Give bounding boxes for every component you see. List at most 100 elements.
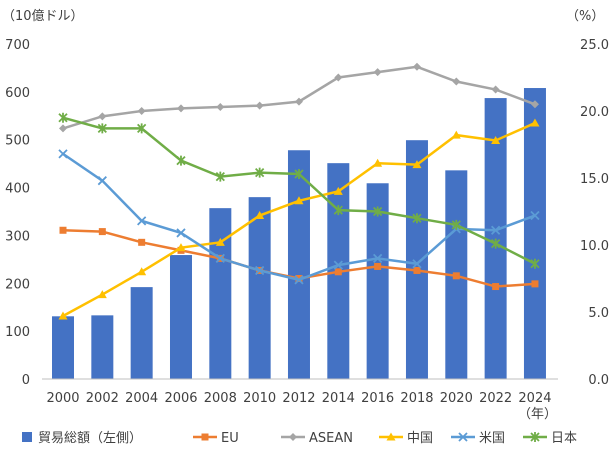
point-中国-2018: [412, 160, 422, 169]
x-tick-label: 2014: [322, 391, 355, 406]
x-tick-label: 2016: [361, 391, 394, 406]
legend-label-ASEAN: ASEAN: [309, 431, 353, 446]
point-EU-2016: [374, 262, 382, 270]
left-tick-label: 600: [5, 86, 30, 101]
point-ASEAN-2016: [373, 68, 382, 77]
legend: 貿易総額（左側） EU ASEAN 中国 米国 日本: [22, 431, 577, 446]
point-米国-2004: [137, 216, 147, 226]
legend-marker-ASEAN: [289, 433, 297, 441]
legend-label-日本: 日本: [551, 431, 577, 446]
point-中国-2002: [97, 290, 107, 299]
point-米国-2008: [215, 253, 225, 264]
left-tick-label: 0: [22, 373, 30, 388]
x-tick-label: 2022: [479, 391, 512, 406]
point-ASEAN-2000: [59, 124, 67, 133]
point-EU-2024: [531, 280, 539, 288]
x-tick-label: 2024: [518, 391, 551, 406]
point-日本-2022: [490, 238, 501, 249]
x-tick-label: 2018: [400, 391, 433, 406]
right-tick-label: 10.0: [580, 239, 609, 254]
point-EU-2002: [98, 228, 106, 236]
point-ASEAN-2012: [294, 97, 303, 106]
bar-2008: [209, 208, 232, 379]
point-中国-2012: [294, 196, 304, 205]
point-日本-2012: [294, 168, 304, 179]
point-中国-2004: [137, 267, 147, 276]
point-EU-2000: [59, 226, 67, 234]
point-日本-2016: [373, 206, 383, 217]
x-tick-label: 2004: [125, 391, 158, 406]
legend-swatch-bars: [22, 432, 32, 442]
bar-2002: [91, 315, 114, 379]
point-米国-2012: [294, 275, 304, 285]
point-日本-2006: [176, 155, 186, 166]
left-tick-label: 500: [5, 134, 30, 149]
point-米国-2014: [333, 260, 343, 270]
series-中国: [58, 118, 540, 320]
point-中国-2020: [451, 130, 461, 139]
point-EU-2022: [492, 283, 500, 291]
x-tick-label: 2000: [46, 391, 79, 406]
point-中国-2016: [373, 158, 383, 167]
x-tick-label: 2020: [440, 391, 473, 406]
legend-marker-米国: [458, 432, 468, 442]
left-tick-label: 300: [5, 229, 30, 244]
point-ASEAN-2022: [491, 85, 500, 94]
bar-2000: [52, 316, 74, 379]
right-tick-label: 20.0: [580, 105, 609, 120]
left-tick-label: 200: [5, 277, 30, 292]
point-日本-2002: [97, 123, 107, 134]
bar-2018: [405, 140, 428, 379]
point-ASEAN-2010: [255, 101, 264, 110]
left-tick-label: 400: [5, 182, 30, 197]
x-tick-label: 2010: [243, 391, 276, 406]
legend-label-EU: EU: [221, 431, 239, 446]
left-axis-unit: （10億ドル）: [2, 8, 84, 24]
bar-2022: [484, 98, 507, 379]
bar-2004: [130, 287, 153, 379]
point-中国-2022: [491, 135, 501, 144]
point-米国-2018: [412, 259, 422, 269]
bar-2016: [366, 183, 389, 379]
x-axis-unit: （年）: [518, 407, 557, 422]
legend-label-中国: 中国: [407, 431, 433, 446]
point-ASEAN-2024: [530, 100, 539, 109]
x-tick-label: 2008: [204, 391, 237, 406]
legend-marker-EU: [201, 433, 209, 441]
point-日本-2008: [215, 171, 225, 182]
line-ASEAN: [62, 65, 536, 130]
point-EU-2012: [295, 275, 303, 282]
point-日本-2010: [255, 167, 265, 178]
bar-2010: [248, 197, 271, 379]
bar-2006: [169, 255, 192, 379]
legend-marker-中国: [386, 432, 396, 441]
bars-group: [52, 88, 546, 380]
right-tick-label: 15.0: [580, 172, 609, 187]
point-日本-2024: [530, 258, 540, 269]
series-日本: [58, 112, 540, 269]
point-中国-2006: [176, 243, 186, 252]
point-日本-2000: [58, 112, 68, 123]
point-EU-2018: [413, 266, 421, 274]
right-tick-label: 0.0: [588, 373, 609, 388]
legend-label-bars: 貿易総額（左側）: [38, 431, 142, 446]
right-tick-label: 25.0: [580, 38, 609, 53]
point-米国-2000: [58, 149, 68, 159]
right-tick-label: 5.0: [588, 306, 609, 321]
point-米国-2016: [373, 253, 383, 264]
series-ASEAN: [59, 62, 539, 133]
point-日本-2020: [451, 219, 461, 230]
point-ASEAN-2006: [176, 104, 185, 113]
point-ASEAN-2008: [216, 102, 225, 111]
point-EU-2020: [452, 272, 460, 280]
point-日本-2004: [137, 123, 147, 134]
point-ASEAN-2014: [334, 73, 343, 82]
bar-2024: [523, 88, 546, 380]
point-ASEAN-2020: [452, 77, 461, 86]
point-中国-2010: [255, 211, 265, 220]
point-米国-2010: [255, 265, 265, 276]
point-EU-2004: [138, 238, 146, 246]
point-ASEAN-2002: [98, 112, 107, 121]
point-米国-2006: [176, 228, 186, 238]
